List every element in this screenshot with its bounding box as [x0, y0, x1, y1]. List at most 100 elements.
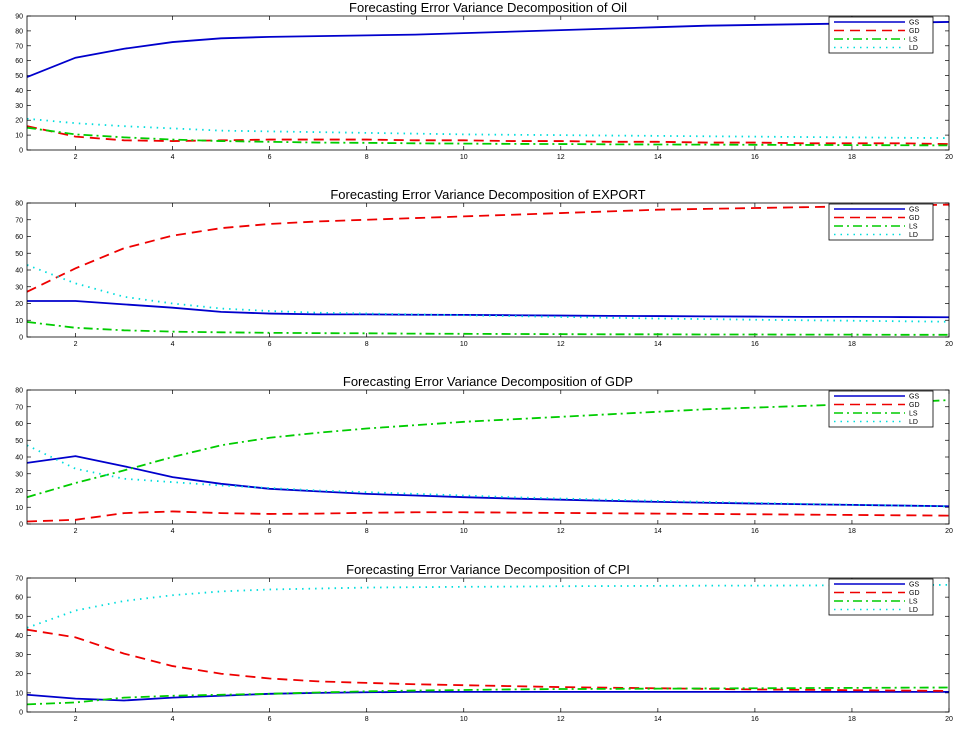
y-tick-label: 50: [15, 251, 23, 258]
legend-label-ld: LD: [909, 232, 918, 239]
x-tick-label: 14: [654, 528, 662, 535]
x-tick-label: 12: [557, 341, 565, 348]
series-line-ld: [27, 264, 949, 323]
legend-label-gd: GD: [909, 215, 920, 222]
legend-label-gs: GS: [909, 394, 919, 401]
x-tick-label: 14: [654, 154, 662, 161]
x-tick-label: 12: [557, 154, 565, 161]
x-tick-label: 18: [848, 716, 856, 723]
series-line-ls: [27, 399, 949, 499]
x-tick-label: 6: [268, 154, 272, 161]
series-line-ls: [27, 126, 949, 147]
y-tick-label: 50: [15, 73, 23, 80]
axes-box: [26, 15, 950, 151]
series-line-gd: [27, 203, 949, 293]
y-tick-label: 70: [15, 43, 23, 50]
x-tick-label: 16: [751, 341, 759, 348]
y-tick-label: 70: [15, 576, 23, 583]
x-tick-label: 18: [848, 154, 856, 161]
y-tick-label: 40: [15, 455, 23, 462]
y-tick-label: 60: [15, 595, 23, 602]
y-tick-label: 30: [15, 103, 23, 110]
x-tick-label: 12: [557, 528, 565, 535]
y-tick-label: 40: [15, 88, 23, 95]
chart-title: Forecasting Error Variance Decomposition…: [346, 562, 630, 577]
series-line-ls: [27, 686, 949, 706]
y-tick-label: 10: [15, 318, 23, 325]
legend-label-gd: GD: [909, 28, 920, 35]
legend-label-ls: LS: [909, 37, 918, 44]
chart-panel-4: Forecasting Error Variance Decomposition…: [15, 562, 953, 723]
x-tick-label: 4: [171, 528, 175, 535]
series-line-gd: [27, 628, 949, 692]
x-tick-label: 6: [268, 528, 272, 535]
y-tick-label: 0: [19, 335, 23, 342]
x-tick-label: 18: [848, 341, 856, 348]
x-tick-label: 10: [460, 716, 468, 723]
y-tick-label: 60: [15, 58, 23, 65]
legend-label-gs: GS: [909, 20, 919, 27]
y-tick-label: 50: [15, 438, 23, 445]
legend-label-ld: LD: [909, 607, 918, 614]
x-tick-label: 2: [74, 154, 78, 161]
y-tick-label: 50: [15, 614, 23, 621]
legend-label-ls: LS: [909, 599, 918, 606]
y-tick-label: 80: [15, 201, 23, 208]
series-line-gd: [27, 125, 949, 145]
y-tick-label: 80: [15, 28, 23, 35]
x-tick-label: 4: [171, 716, 175, 723]
x-tick-label: 20: [945, 528, 953, 535]
legend-label-ls: LS: [909, 411, 918, 418]
y-tick-label: 60: [15, 421, 23, 428]
y-tick-label: 20: [15, 301, 23, 308]
x-tick-label: 2: [74, 341, 78, 348]
series-line-gs: [27, 21, 949, 78]
x-tick-label: 18: [848, 528, 856, 535]
chart-panel-3: Forecasting Error Variance Decomposition…: [15, 374, 953, 535]
series-group: [27, 21, 949, 147]
x-tick-label: 4: [171, 154, 175, 161]
legend-label-ls: LS: [909, 224, 918, 231]
chart-panel-1: Forecasting Error Variance Decomposition…: [15, 0, 953, 161]
y-tick-label: 10: [15, 690, 23, 697]
y-tick-label: 80: [15, 388, 23, 395]
y-tick-label: 60: [15, 234, 23, 241]
x-tick-label: 16: [751, 154, 759, 161]
chart-title: Forecasting Error Variance Decomposition…: [343, 374, 633, 389]
series-group: [27, 203, 949, 336]
y-tick-label: 30: [15, 471, 23, 478]
legend-label-ld: LD: [909, 419, 918, 426]
series-line-ld: [27, 583, 949, 629]
y-tick-label: 20: [15, 671, 23, 678]
chart-title: Forecasting Error Variance Decomposition…: [349, 0, 627, 15]
legend-label-gd: GD: [909, 590, 920, 597]
x-tick-label: 8: [365, 154, 369, 161]
legend-label-gd: GD: [909, 402, 920, 409]
y-tick-label: 10: [15, 505, 23, 512]
y-tick-label: 90: [15, 14, 23, 21]
x-tick-label: 6: [268, 341, 272, 348]
x-tick-label: 8: [365, 341, 369, 348]
axes-box: [26, 389, 950, 525]
y-tick-label: 30: [15, 284, 23, 291]
y-tick-label: 40: [15, 268, 23, 275]
x-tick-label: 20: [945, 154, 953, 161]
y-tick-label: 0: [19, 710, 23, 717]
y-tick-label: 40: [15, 633, 23, 640]
axes-box: [26, 577, 950, 713]
y-tick-label: 20: [15, 118, 23, 125]
legend-label-gs: GS: [909, 582, 919, 589]
series-group: [27, 399, 949, 523]
y-tick-label: 70: [15, 404, 23, 411]
legend-label-ld: LD: [909, 45, 918, 52]
series-line-gs: [27, 300, 949, 319]
x-tick-label: 14: [654, 341, 662, 348]
x-tick-label: 2: [74, 716, 78, 723]
y-tick-label: 30: [15, 652, 23, 659]
series-line-ls: [27, 321, 949, 336]
